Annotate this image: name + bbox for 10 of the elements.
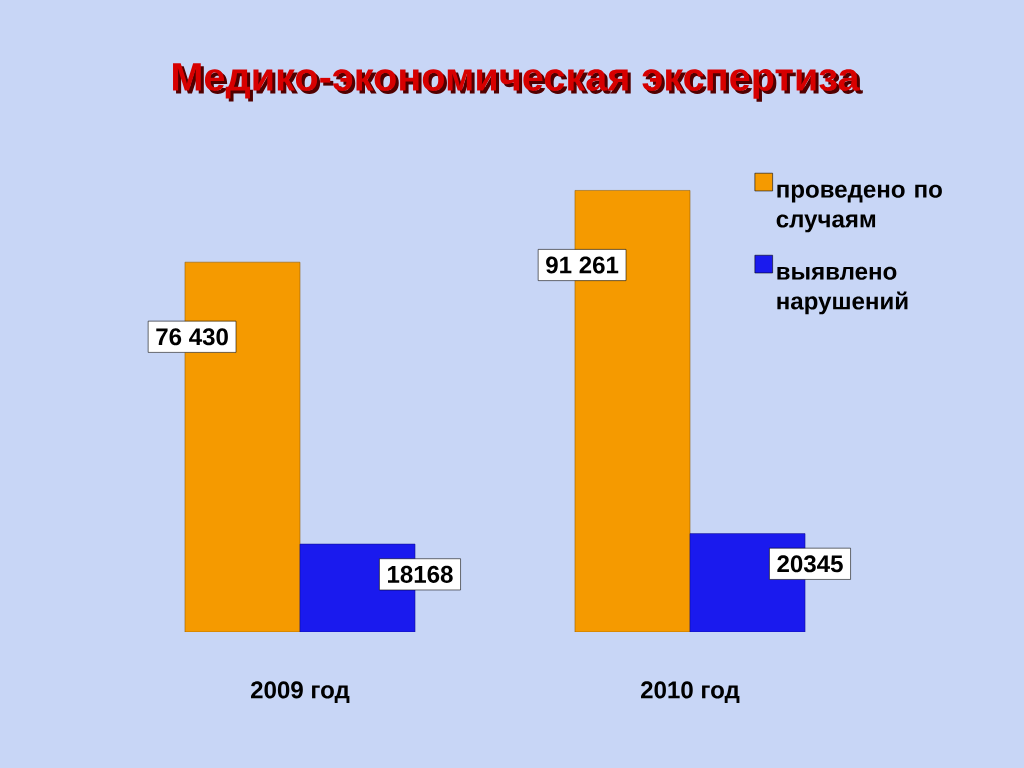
x-tick-label: 2010 год [641,681,740,703]
bar [574,190,691,633]
data-label: 20345 [777,555,843,573]
legend-label: проведено по случаям [776,184,942,233]
data-label: 91 261 [546,256,619,274]
legend-label: выявлено нарушений [777,266,908,315]
x-tick-label: 2009 год [250,681,350,703]
bar [184,261,301,633]
data-label: 18168 [388,565,453,583]
data-label: 76 430 [156,328,228,346]
